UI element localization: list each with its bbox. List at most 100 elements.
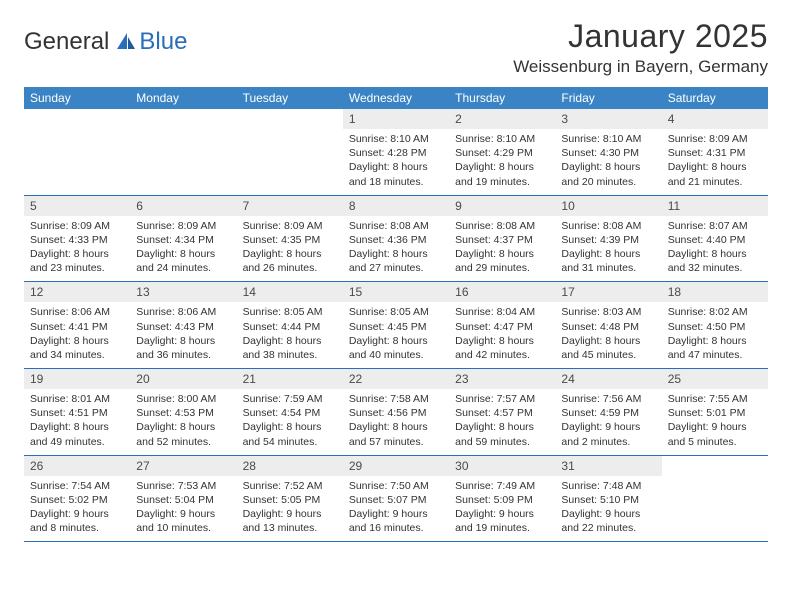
day-number: 13 [130,282,236,302]
day-cell: 31Sunrise: 7:48 AMSunset: 5:10 PMDayligh… [555,456,661,542]
day-cell: 26Sunrise: 7:54 AMSunset: 5:02 PMDayligh… [24,456,130,542]
day-cell: 11Sunrise: 8:07 AMSunset: 4:40 PMDayligh… [662,196,768,282]
day-number: 5 [24,196,130,216]
day-number: 7 [237,196,343,216]
location: Weissenburg in Bayern, Germany [513,57,768,77]
day-number: 17 [555,282,661,302]
day-info: Sunrise: 8:00 AMSunset: 4:53 PMDaylight:… [130,389,236,455]
week-row: 1Sunrise: 8:10 AMSunset: 4:28 PMDaylight… [24,109,768,196]
day-cell: 6Sunrise: 8:09 AMSunset: 4:34 PMDaylight… [130,196,236,282]
day-cell: 28Sunrise: 7:52 AMSunset: 5:05 PMDayligh… [237,456,343,542]
day-cell: 1Sunrise: 8:10 AMSunset: 4:28 PMDaylight… [343,109,449,195]
day-info: Sunrise: 7:50 AMSunset: 5:07 PMDaylight:… [343,476,449,542]
day-info: Sunrise: 8:05 AMSunset: 4:45 PMDaylight:… [343,302,449,368]
day-number: 9 [449,196,555,216]
day-cell: 5Sunrise: 8:09 AMSunset: 4:33 PMDaylight… [24,196,130,282]
title-block: January 2025 Weissenburg in Bayern, Germ… [513,18,768,77]
day-cell: 20Sunrise: 8:00 AMSunset: 4:53 PMDayligh… [130,369,236,455]
day-info: Sunrise: 7:59 AMSunset: 4:54 PMDaylight:… [237,389,343,455]
day-info: Sunrise: 7:52 AMSunset: 5:05 PMDaylight:… [237,476,343,542]
day-cell: 3Sunrise: 8:10 AMSunset: 4:30 PMDaylight… [555,109,661,195]
day-cell: 7Sunrise: 8:09 AMSunset: 4:35 PMDaylight… [237,196,343,282]
day-info: Sunrise: 8:04 AMSunset: 4:47 PMDaylight:… [449,302,555,368]
day-info: Sunrise: 8:03 AMSunset: 4:48 PMDaylight:… [555,302,661,368]
day-info: Sunrise: 7:48 AMSunset: 5:10 PMDaylight:… [555,476,661,542]
weeks-container: 1Sunrise: 8:10 AMSunset: 4:28 PMDaylight… [24,109,768,542]
day-info: Sunrise: 8:09 AMSunset: 4:34 PMDaylight:… [130,216,236,282]
day-header: Wednesday [343,87,449,109]
day-info: Sunrise: 7:54 AMSunset: 5:02 PMDaylight:… [24,476,130,542]
day-cell: 30Sunrise: 7:49 AMSunset: 5:09 PMDayligh… [449,456,555,542]
header: General Blue January 2025 Weissenburg in… [24,18,768,77]
day-info: Sunrise: 8:06 AMSunset: 4:41 PMDaylight:… [24,302,130,368]
day-info: Sunrise: 7:55 AMSunset: 5:01 PMDaylight:… [662,389,768,455]
day-cell: 29Sunrise: 7:50 AMSunset: 5:07 PMDayligh… [343,456,449,542]
day-header: Tuesday [237,87,343,109]
day-cell: 23Sunrise: 7:57 AMSunset: 4:57 PMDayligh… [449,369,555,455]
day-info: Sunrise: 8:02 AMSunset: 4:50 PMDaylight:… [662,302,768,368]
day-number: 22 [343,369,449,389]
week-row: 12Sunrise: 8:06 AMSunset: 4:41 PMDayligh… [24,282,768,369]
day-info: Sunrise: 8:07 AMSunset: 4:40 PMDaylight:… [662,216,768,282]
logo-part1: General [24,28,109,56]
day-number: 10 [555,196,661,216]
day-number: 25 [662,369,768,389]
day-cell: 9Sunrise: 8:08 AMSunset: 4:37 PMDaylight… [449,196,555,282]
day-cell: 14Sunrise: 8:05 AMSunset: 4:44 PMDayligh… [237,282,343,368]
day-number: 28 [237,456,343,476]
day-number: 18 [662,282,768,302]
day-info: Sunrise: 8:09 AMSunset: 4:35 PMDaylight:… [237,216,343,282]
logo-part2: Blue [139,28,187,56]
day-info: Sunrise: 8:10 AMSunset: 4:29 PMDaylight:… [449,129,555,195]
day-number: 23 [449,369,555,389]
day-header-row: SundayMondayTuesdayWednesdayThursdayFrid… [24,87,768,109]
day-cell: 8Sunrise: 8:08 AMSunset: 4:36 PMDaylight… [343,196,449,282]
day-header: Sunday [24,87,130,109]
day-info: Sunrise: 7:53 AMSunset: 5:04 PMDaylight:… [130,476,236,542]
day-cell: 21Sunrise: 7:59 AMSunset: 4:54 PMDayligh… [237,369,343,455]
calendar: SundayMondayTuesdayWednesdayThursdayFrid… [24,87,768,542]
day-cell: 15Sunrise: 8:05 AMSunset: 4:45 PMDayligh… [343,282,449,368]
day-number: 14 [237,282,343,302]
day-info: Sunrise: 7:56 AMSunset: 4:59 PMDaylight:… [555,389,661,455]
day-cell: 19Sunrise: 8:01 AMSunset: 4:51 PMDayligh… [24,369,130,455]
day-number: 21 [237,369,343,389]
day-number: 26 [24,456,130,476]
week-row: 19Sunrise: 8:01 AMSunset: 4:51 PMDayligh… [24,369,768,456]
week-row: 26Sunrise: 7:54 AMSunset: 5:02 PMDayligh… [24,456,768,543]
day-header: Monday [130,87,236,109]
day-cell [130,109,236,195]
day-cell: 25Sunrise: 7:55 AMSunset: 5:01 PMDayligh… [662,369,768,455]
day-number: 8 [343,196,449,216]
day-number: 19 [24,369,130,389]
day-number: 24 [555,369,661,389]
day-cell: 18Sunrise: 8:02 AMSunset: 4:50 PMDayligh… [662,282,768,368]
day-number: 30 [449,456,555,476]
day-cell: 12Sunrise: 8:06 AMSunset: 4:41 PMDayligh… [24,282,130,368]
day-number: 27 [130,456,236,476]
day-info: Sunrise: 8:08 AMSunset: 4:36 PMDaylight:… [343,216,449,282]
day-number: 15 [343,282,449,302]
day-cell: 4Sunrise: 8:09 AMSunset: 4:31 PMDaylight… [662,109,768,195]
day-info: Sunrise: 8:10 AMSunset: 4:30 PMDaylight:… [555,129,661,195]
day-info: Sunrise: 7:49 AMSunset: 5:09 PMDaylight:… [449,476,555,542]
day-number: 31 [555,456,661,476]
day-info: Sunrise: 8:09 AMSunset: 4:33 PMDaylight:… [24,216,130,282]
day-number: 1 [343,109,449,129]
day-header: Friday [555,87,661,109]
day-cell [237,109,343,195]
day-cell: 17Sunrise: 8:03 AMSunset: 4:48 PMDayligh… [555,282,661,368]
day-number: 11 [662,196,768,216]
day-cell: 10Sunrise: 8:08 AMSunset: 4:39 PMDayligh… [555,196,661,282]
day-info: Sunrise: 8:10 AMSunset: 4:28 PMDaylight:… [343,129,449,195]
logo: General Blue [24,28,187,56]
day-number: 29 [343,456,449,476]
day-number: 2 [449,109,555,129]
day-cell [24,109,130,195]
day-number: 3 [555,109,661,129]
day-info: Sunrise: 7:58 AMSunset: 4:56 PMDaylight:… [343,389,449,455]
day-info: Sunrise: 8:05 AMSunset: 4:44 PMDaylight:… [237,302,343,368]
day-info: Sunrise: 8:08 AMSunset: 4:37 PMDaylight:… [449,216,555,282]
day-cell: 27Sunrise: 7:53 AMSunset: 5:04 PMDayligh… [130,456,236,542]
day-cell: 16Sunrise: 8:04 AMSunset: 4:47 PMDayligh… [449,282,555,368]
